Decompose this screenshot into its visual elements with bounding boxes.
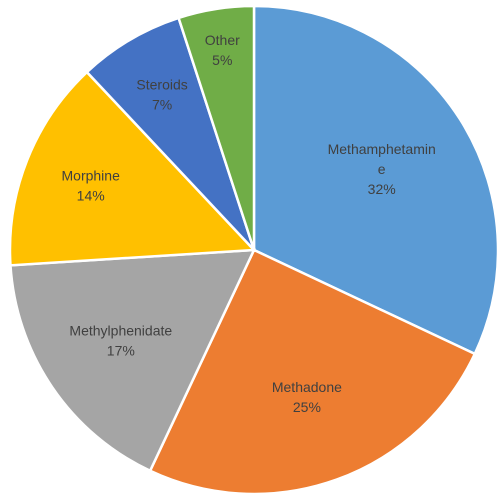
pie-slice-steroids [85,16,256,251]
pie-slice-methadone [148,248,477,494]
data-label-methamphetamine: Methamphetamin e 32% [328,141,436,197]
pie-slice-other [177,4,256,251]
slice-percent: 7% [152,97,172,113]
slice-category: Methadone [272,379,342,395]
labels-layer: Methamphetamin e 32% Methadone 25% Methylphen… [62,32,436,415]
slices-layer [8,4,498,494]
pie-slice-methamphetamine [252,4,498,356]
pie-slice-morphine [8,70,257,267]
pie-slice-methylphenidate [9,248,257,473]
data-label-methylphenidate: Methylphenidate 17% [69,323,172,359]
slice-category: e [378,161,386,177]
slice-percent: 17% [107,343,135,359]
data-label-other: Other 5% [205,32,240,68]
slice-category: Methamphetamin [328,141,436,157]
slice-category: Methylphenidate [69,323,172,339]
data-label-steroids: Steroids 7% [136,77,187,113]
slice-percent: 32% [368,181,396,197]
slice-percent: 14% [77,187,105,203]
slice-category: Morphine [62,167,121,183]
slice-percent: 25% [293,399,321,415]
slice-category: Other [205,32,240,48]
data-label-morphine: Morphine 14% [62,167,121,203]
data-label-methadone: Methadone 25% [272,379,342,415]
slice-percent: 5% [212,52,232,68]
slice-category: Steroids [136,77,187,93]
